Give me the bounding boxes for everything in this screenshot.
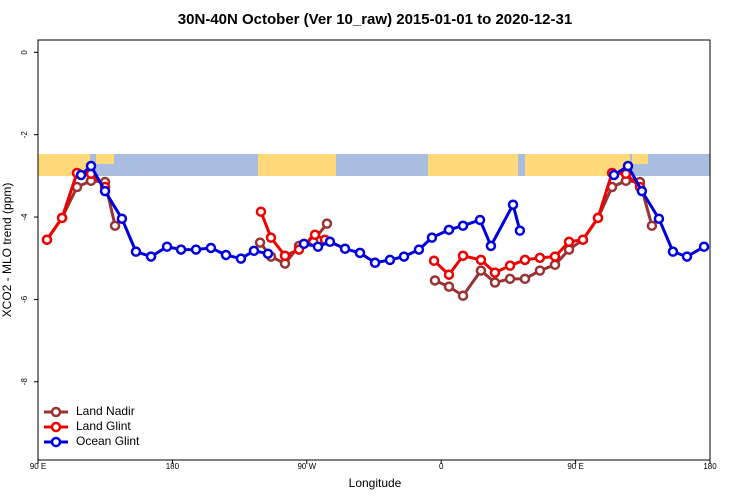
point [457, 250, 469, 262]
legend-marker [50, 421, 62, 433]
point [354, 247, 366, 259]
point [99, 185, 111, 197]
point [592, 212, 604, 224]
point [428, 255, 440, 266]
point [161, 241, 173, 252]
point [312, 241, 324, 252]
point [413, 244, 425, 255]
point [339, 243, 351, 255]
point [667, 246, 679, 257]
point [279, 250, 291, 262]
point [443, 269, 455, 280]
point [175, 244, 187, 255]
point [75, 169, 87, 181]
point [116, 213, 128, 224]
y-tick-label: -4 [20, 213, 29, 221]
point [56, 212, 68, 224]
point [426, 232, 438, 243]
point [255, 206, 267, 217]
point [384, 254, 396, 266]
point [507, 199, 519, 210]
series-line [45, 179, 654, 298]
point [519, 254, 531, 266]
point [457, 290, 469, 301]
point [85, 160, 97, 172]
point [475, 265, 487, 276]
point [369, 257, 381, 269]
point [398, 251, 410, 262]
point [324, 236, 336, 248]
point [190, 244, 202, 255]
point [549, 259, 561, 271]
point [298, 238, 310, 250]
point [646, 220, 658, 231]
point [549, 251, 561, 262]
point [698, 241, 710, 252]
y-tick-label: -2 [20, 131, 29, 139]
point [220, 249, 232, 261]
point [145, 251, 157, 262]
x-tick-label: 90 E [30, 462, 46, 471]
point [254, 237, 266, 248]
point [443, 281, 455, 292]
point [622, 160, 634, 172]
legend-marker [50, 406, 62, 418]
x-axis-label: Longitude [349, 476, 402, 490]
point [457, 220, 469, 231]
legend-label: Ocean Glint [76, 434, 140, 448]
point [321, 218, 333, 229]
point [262, 248, 274, 259]
y-tick-label: 0 [20, 50, 29, 55]
point [474, 214, 486, 226]
point [563, 236, 575, 248]
legend-label: Land Nadir [76, 404, 135, 418]
chart-title: 30N-40N October (Ver 10_raw) 2015-01-01 … [178, 11, 572, 28]
point [443, 224, 455, 236]
point [205, 242, 217, 254]
point [504, 273, 516, 285]
point [109, 220, 121, 231]
point [265, 232, 277, 243]
point [519, 273, 531, 285]
x-tick-label: 180 [703, 462, 717, 471]
point [534, 252, 546, 264]
point [489, 277, 501, 288]
x-tick-label: 180 [166, 462, 180, 471]
y-tick-label: -8 [20, 378, 29, 386]
point [475, 254, 487, 266]
point [608, 169, 620, 181]
y-axis-label: XCO2 - MLO trend (ppm) [0, 183, 14, 318]
map-strip [38, 154, 710, 176]
point [485, 240, 497, 252]
point [41, 234, 53, 245]
legend-label: Land Glint [76, 419, 131, 433]
point [653, 213, 665, 224]
point [577, 234, 589, 245]
y-tick-label: -6 [20, 295, 29, 303]
point [489, 267, 501, 278]
point [681, 251, 693, 262]
x-tick-label: 90 W [297, 462, 316, 471]
point [248, 245, 260, 257]
point [235, 253, 247, 264]
legend-marker [50, 436, 62, 448]
x-tick-label: 0 [439, 462, 444, 471]
point [429, 275, 441, 286]
point [534, 265, 546, 276]
point [514, 225, 526, 236]
x-tick-label: 90 E [567, 462, 583, 471]
plot-frame [37, 39, 711, 461]
point [309, 229, 321, 241]
point [130, 246, 142, 257]
point [504, 260, 516, 271]
point [636, 185, 648, 197]
